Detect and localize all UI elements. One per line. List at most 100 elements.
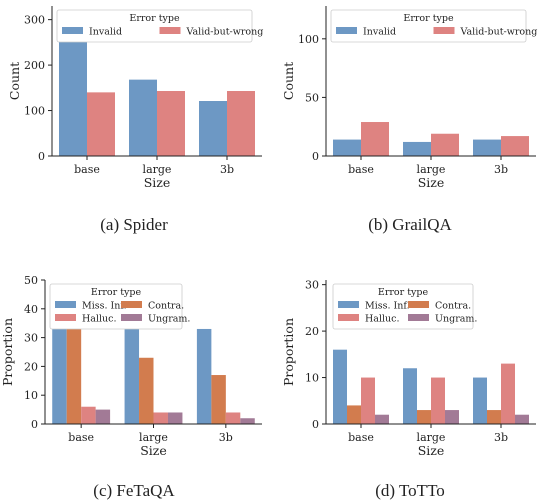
y-axis-label: Count xyxy=(7,62,22,100)
y-tick-label: 50 xyxy=(24,274,38,287)
bar-miss-inf--large xyxy=(403,368,417,424)
bar-invalid-base xyxy=(59,34,87,156)
bar-invalid-large xyxy=(403,141,431,156)
legend-swatch xyxy=(336,27,357,34)
x-tick-label: large xyxy=(417,431,446,444)
x-axis-label: Size xyxy=(418,443,445,458)
bar-valid-but-wrong-large xyxy=(431,133,459,156)
bar-halluc--base xyxy=(81,406,96,424)
bar-ungram--large xyxy=(445,410,459,424)
chart-panel-4: 0 10 20 30 base large 3b Size Proportion Error ty… xyxy=(281,279,536,500)
bar-invalid-large xyxy=(129,79,157,156)
y-tick-label: 300 xyxy=(24,14,45,27)
bar-ungram--large xyxy=(167,412,183,424)
y-tick-label: 20 xyxy=(305,325,319,338)
y-axis-label: Proportion xyxy=(281,318,296,386)
x-tick-label: base xyxy=(68,431,94,444)
x-tick-label: 3b xyxy=(494,163,508,176)
y-tick-label: 10 xyxy=(305,372,319,385)
legend-swatch xyxy=(121,314,142,321)
legend-title: Error type xyxy=(378,287,429,298)
legend: Error type Miss. Inf. Contra. Halluc. Ungram… xyxy=(332,283,477,330)
bar-contra--large xyxy=(139,357,154,424)
panel-caption: (a) Spider xyxy=(100,215,168,234)
y-tick-label: 0 xyxy=(312,150,319,163)
x-axis-label: Size xyxy=(140,443,167,458)
chart-panel-1: 0 100 200 300 base large 3b Size Count Error type… xyxy=(7,6,263,234)
y-tick-label: 30 xyxy=(24,332,38,345)
legend: Error type Invalid Valid-but-wrong xyxy=(56,9,264,43)
x-tick-label: large xyxy=(417,163,446,176)
y-axis-label: Proportion xyxy=(0,318,15,386)
legend-box xyxy=(56,9,253,43)
legend-entry: Halluc. xyxy=(365,314,399,325)
legend-entry: Valid-but-wrong xyxy=(460,27,538,38)
x-tick-label: large xyxy=(143,163,172,176)
legend-swatch xyxy=(121,301,142,308)
y-tick-label: 0 xyxy=(38,150,45,163)
bar-invalid-3b xyxy=(473,139,501,156)
bar-valid-but-wrong-3b xyxy=(501,136,529,156)
bar-valid-but-wrong-3b xyxy=(227,91,255,156)
legend-entry: Ungram. xyxy=(435,314,477,325)
legend-entry: Contra. xyxy=(148,301,184,312)
bar-valid-but-wrong-large xyxy=(157,91,185,156)
x-axis-label: Size xyxy=(418,175,445,190)
chart-panel-2: 0 50 100 base large 3b Size Count Error type Inva… xyxy=(281,6,537,234)
x-tick-label: large xyxy=(139,431,168,444)
x-tick-label: base xyxy=(74,163,100,176)
bar-invalid-3b xyxy=(199,101,227,156)
legend: Error type Invalid Valid-but-wrong xyxy=(330,9,538,43)
legend-title: Error type xyxy=(403,13,454,24)
x-tick-label: base xyxy=(348,431,374,444)
legend-swatch xyxy=(408,301,429,308)
bar-halluc--large xyxy=(153,412,168,424)
bar-miss-inf--3b xyxy=(196,328,212,424)
bar-ungram--base xyxy=(95,409,111,424)
x-tick-label: base xyxy=(348,163,374,176)
legend-entry: Halluc. xyxy=(82,314,116,325)
bar-ungram--3b xyxy=(240,418,255,424)
panel-caption: (c) FeTaQA xyxy=(93,481,175,500)
bar-halluc--large xyxy=(431,377,445,424)
y-tick-label: 0 xyxy=(31,418,38,431)
legend-entry: Invalid xyxy=(363,27,396,38)
panel-caption: (b) GrailQA xyxy=(368,215,452,234)
y-axis-label: Count xyxy=(281,62,296,100)
y-tick-label: 50 xyxy=(305,91,319,104)
panel-caption: (d) ToTTo xyxy=(375,481,445,500)
legend-swatch xyxy=(433,27,455,34)
legend-title: Error type xyxy=(91,287,142,298)
y-tick-label: 100 xyxy=(298,33,319,46)
legend-entry: Contra. xyxy=(435,301,471,312)
bar-ungram--3b xyxy=(515,414,529,424)
legend: Error type Miss. Inf. Contra. Halluc. Ungram… xyxy=(49,283,190,330)
legend-swatch xyxy=(408,314,429,321)
bar-contra--base xyxy=(66,320,82,424)
legend-box xyxy=(49,283,183,330)
bar-invalid-base xyxy=(333,139,361,156)
bar-ungram--base xyxy=(375,414,389,424)
x-tick-label: 3b xyxy=(219,431,233,444)
legend-swatch xyxy=(62,27,83,34)
bar-halluc--3b xyxy=(225,412,241,424)
bar-miss-inf--3b xyxy=(473,377,487,424)
legend-swatch xyxy=(159,27,181,34)
legend-box xyxy=(332,283,474,330)
legend-entry: Ungram. xyxy=(148,314,190,325)
bar-valid-but-wrong-base xyxy=(361,122,389,156)
bar-contra--3b xyxy=(211,375,226,424)
bar-contra--large xyxy=(417,410,431,424)
legend-entry: Valid-but-wrong xyxy=(186,27,264,38)
legend-swatch xyxy=(338,314,359,321)
chart-panel-3: 0 10 20 30 40 50 base large 3b Size Proportion Erro… xyxy=(0,274,262,500)
legend-entry: Miss. Inf. xyxy=(82,301,127,312)
y-tick-label: 10 xyxy=(24,389,38,402)
bar-miss-inf--base xyxy=(333,349,347,424)
legend-entry: Invalid xyxy=(89,27,122,38)
y-tick-label: 40 xyxy=(24,303,38,316)
legend-box xyxy=(330,9,527,43)
x-tick-label: 3b xyxy=(220,163,234,176)
legend-swatch xyxy=(55,301,76,308)
